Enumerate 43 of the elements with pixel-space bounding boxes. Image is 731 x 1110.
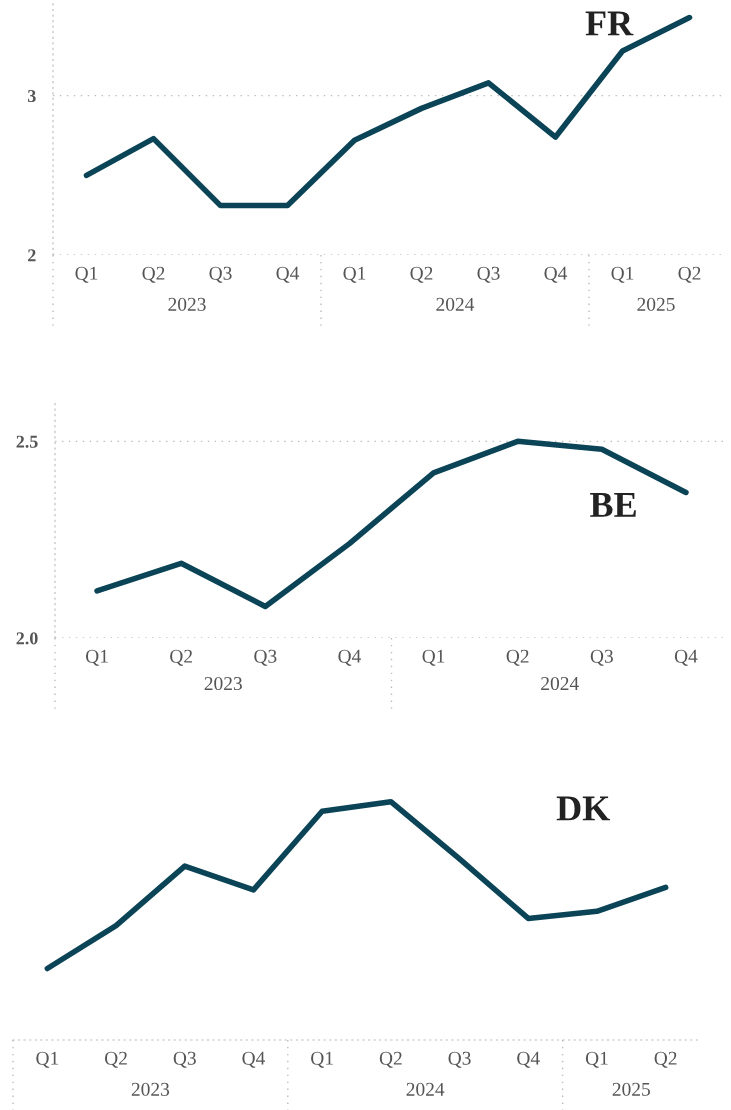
- x-tick-label: Q2: [506, 649, 529, 666]
- text: 2024: [436, 297, 475, 311]
- text: 2025: [612, 1082, 650, 1096]
- x-tick-label: Q2: [379, 1051, 402, 1068]
- text: 2024: [406, 1082, 445, 1096]
- x-tick-label: Q4: [674, 649, 698, 666]
- x-tick-label: Q2: [410, 266, 433, 283]
- x-tick-label: Q4: [242, 1051, 266, 1068]
- x-tick-label: Q2: [170, 649, 192, 666]
- x-tick-label: Q2: [678, 266, 701, 283]
- chart-title: DK: [556, 796, 611, 821]
- x-tick-label: Q3: [173, 1051, 196, 1068]
- x-tick-label: Q1: [343, 266, 366, 283]
- text: 2023: [168, 297, 206, 311]
- x-tick-label: Q2: [104, 1051, 127, 1068]
- x-tick-label: Q1: [36, 1051, 59, 1068]
- y-tick-label: 3: [27, 89, 36, 103]
- text: 2025: [637, 297, 675, 311]
- x-tick-label: Q4: [338, 649, 362, 666]
- y-tick-label: 2.0: [16, 632, 38, 645]
- x-tick-label: Q1: [422, 649, 445, 666]
- x-tick-label: Q1: [311, 1051, 333, 1068]
- x-tick-label: Q1: [85, 649, 108, 666]
- x-tick-label: Q2: [142, 266, 165, 283]
- x-tick-label: Q4: [517, 1051, 540, 1068]
- x-tick-label: Q1: [611, 266, 634, 283]
- x-tick-label: Q1: [585, 1051, 608, 1068]
- text: 2023: [131, 1082, 170, 1096]
- x-tick-label: Q4: [544, 266, 568, 283]
- x-tick-label: Q2: [654, 1051, 677, 1068]
- chart-title: FR: [585, 11, 634, 36]
- x-tick-label: Q3: [590, 649, 613, 666]
- text: 2024: [541, 676, 579, 691]
- x-tick-label: Q3: [254, 649, 277, 666]
- text: BE: [590, 493, 636, 517]
- x-tick-label: Q1: [75, 266, 98, 283]
- text: 2023: [204, 676, 242, 691]
- y-tick-label: 2: [28, 249, 36, 262]
- y-tick-label: 2.5: [16, 435, 38, 448]
- x-tick-label: Q3: [477, 266, 500, 283]
- x-tick-label: Q4: [276, 266, 300, 283]
- x-tick-label: Q3: [448, 1051, 471, 1068]
- x-tick-label: Q3: [209, 266, 232, 283]
